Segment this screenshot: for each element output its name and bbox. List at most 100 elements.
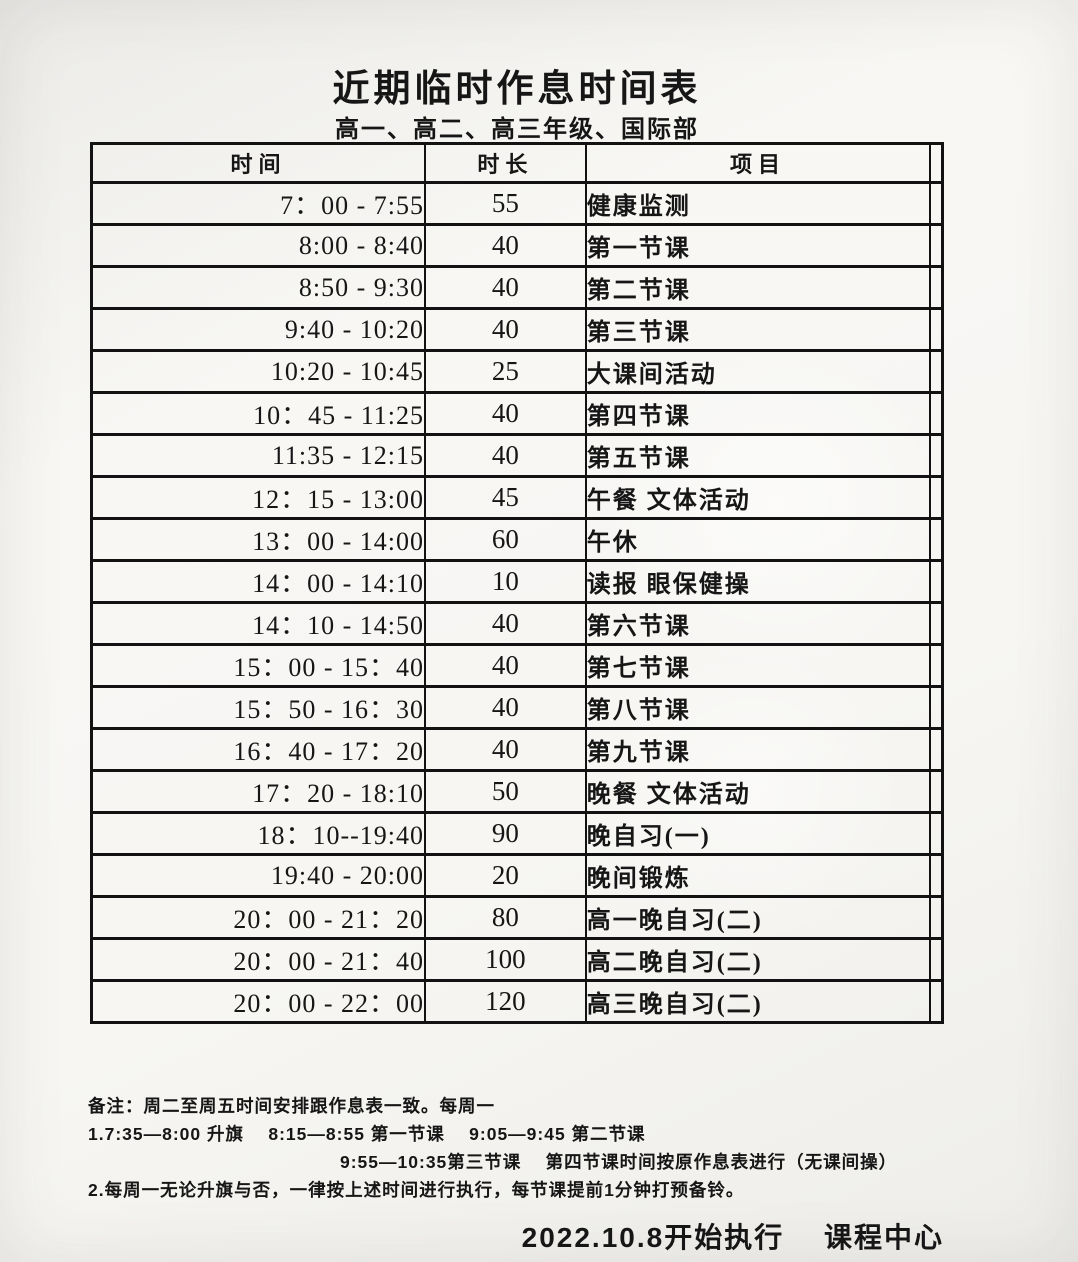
time-cell: 11:35 - 12:15: [90, 433, 427, 478]
column-header-item: 项目: [584, 142, 932, 184]
table-row: 18：10--19:40 90 晚自习(一): [90, 811, 944, 856]
note-heading: 备注：周二至周五时间安排跟作息表一致。每周一: [88, 1096, 495, 1116]
duration-cell: 40: [424, 223, 587, 268]
column-header-time: 时间: [90, 142, 427, 184]
table-row: 8:00 - 8:40 40 第一节课: [90, 223, 944, 268]
time-cell: 7：00 - 7:55: [90, 181, 427, 226]
edge-spacer-cell: [929, 769, 944, 814]
duration-cell: 40: [424, 727, 587, 772]
table-row: 14：00 - 14:10 10 读报 眼保健操: [90, 559, 944, 604]
edge-spacer-cell: [929, 727, 944, 772]
edge-spacer-cell: [929, 853, 944, 898]
edge-spacer-cell: [929, 181, 944, 226]
time-cell: 19:40 - 20:00: [90, 853, 427, 898]
duration-cell: 100: [424, 937, 587, 982]
table-row: 10：45 - 11:25 40 第四节课: [90, 391, 944, 436]
duration-cell: 45: [424, 475, 587, 520]
item-cell: 高三晚自习(二): [584, 979, 932, 1024]
table-row: 20：00 - 22：00 120 高三晚自习(二): [90, 979, 944, 1024]
time-cell: 12：15 - 13:00: [90, 475, 427, 520]
edge-spacer-cell: [929, 979, 944, 1024]
edge-spacer-cell: [929, 391, 944, 436]
duration-cell: 120: [424, 979, 587, 1024]
page-subtitle: 高一、高二、高三年级、国际部: [335, 116, 699, 143]
edge-spacer-cell: [929, 559, 944, 604]
edge-spacer-cell: [929, 895, 944, 940]
table-row: 8:50 - 9:30 40 第二节课: [90, 265, 944, 310]
table-row: 14：10 - 14:50 40 第六节课: [90, 601, 944, 646]
item-cell: 高二晚自习(二): [584, 937, 932, 982]
duration-cell: 55: [424, 181, 587, 226]
column-header-duration: 时长: [424, 142, 587, 184]
item-cell: 午休: [584, 517, 932, 562]
edge-spacer-cell: [929, 349, 944, 394]
duration-cell: 40: [424, 307, 587, 352]
edge-spacer-cell: [929, 811, 944, 856]
table-row: 16：40 - 17：20 40 第九节课: [90, 727, 944, 772]
edge-spacer-cell: [929, 475, 944, 520]
item-cell: 午餐 文体活动: [584, 475, 932, 520]
table-header-row: 时间 时长 项目: [90, 142, 944, 184]
time-cell: 14：10 - 14:50: [90, 601, 427, 646]
time-cell: 20：00 - 21：20: [90, 895, 427, 940]
table-row: 20：00 - 21：40 100 高二晚自习(二): [90, 937, 944, 982]
table-row: 13：00 - 14:00 60 午休: [90, 517, 944, 562]
edge-spacer-cell: [929, 265, 944, 310]
notes-block: 备注：周二至周五时间安排跟作息表一致。每周一 1.7:35—8:00 升旗 8:…: [88, 1092, 968, 1204]
edge-spacer-column: [929, 142, 944, 184]
footer-line: 2022.10.8开始执行 课程中心: [0, 1216, 944, 1256]
item-cell: 第二节课: [584, 265, 932, 310]
edge-spacer-cell: [929, 643, 944, 688]
edge-spacer-cell: [929, 601, 944, 646]
table-row: 15：00 - 15：40 40 第七节课: [90, 643, 944, 688]
duration-cell: 20: [424, 853, 587, 898]
table-row: 20：00 - 21：20 80 高一晚自习(二): [90, 895, 944, 940]
duration-cell: 40: [424, 391, 587, 436]
duration-cell: 40: [424, 265, 587, 310]
duration-cell: 40: [424, 433, 587, 478]
edge-spacer-cell: [929, 433, 944, 478]
time-cell: 13：00 - 14:00: [90, 517, 427, 562]
table-row: 9:40 - 10:20 40 第三节课: [90, 307, 944, 352]
duration-cell: 40: [424, 643, 587, 688]
duration-cell: 40: [424, 685, 587, 730]
table-row: 17：20 - 18:10 50 晚餐 文体活动: [90, 769, 944, 814]
page-title: 近期临时作息时间表: [332, 68, 702, 109]
table-row: 15：50 - 16：30 40 第八节课: [90, 685, 944, 730]
table-row: 10:20 - 10:45 25 大课间活动: [90, 349, 944, 394]
item-cell: 读报 眼保健操: [584, 559, 932, 604]
item-cell: 晚间锻炼: [584, 853, 932, 898]
item-cell: 第一节课: [584, 223, 932, 268]
effective-date-text: 2022.10.8开始执行 课程中心: [521, 1222, 944, 1253]
item-cell: 晚餐 文体活动: [584, 769, 932, 814]
item-cell: 大课间活动: [584, 349, 932, 394]
time-cell: 17：20 - 18:10: [90, 769, 427, 814]
item-cell: 第七节课: [584, 643, 932, 688]
edge-spacer-cell: [929, 937, 944, 982]
time-cell: 20：00 - 21：40: [90, 937, 427, 982]
time-cell: 20：00 - 22：00: [90, 979, 427, 1024]
item-cell: 第六节课: [584, 601, 932, 646]
time-cell: 15：50 - 16：30: [90, 685, 427, 730]
table-row: 7：00 - 7:55 55 健康监测: [90, 181, 944, 226]
table-row: 12：15 - 13:00 45 午餐 文体活动: [90, 475, 944, 520]
item-cell: 健康监测: [584, 181, 932, 226]
note-item-1-continued: 9:55—10:35第三节课 第四节课时间按原作息表进行（无课间操）: [340, 1152, 898, 1172]
time-cell: 10:20 - 10:45: [90, 349, 427, 394]
edge-spacer-cell: [929, 307, 944, 352]
table-row: 11:35 - 12:15 40 第五节课: [90, 433, 944, 478]
edge-spacer-cell: [929, 685, 944, 730]
edge-spacer-cell: [929, 223, 944, 268]
note-item-1: 1.7:35—8:00 升旗 8:15—8:55 第一节课 9:05—9:45 …: [88, 1124, 646, 1144]
item-cell: 晚自习(一): [584, 811, 932, 856]
item-cell: 第四节课: [584, 391, 932, 436]
table-row: 19:40 - 20:00 20 晚间锻炼: [90, 853, 944, 898]
item-cell: 第五节课: [584, 433, 932, 478]
note-item-2: 2.每周一无论升旗与否，一律按上述时间进行执行，每节课提前1分钟打预备铃。: [88, 1180, 745, 1200]
duration-cell: 25: [424, 349, 587, 394]
schedule-table: 时间 时长 项目 7：00 - 7:55 55 健康监测 8:00 - 8:40 40 第…: [90, 142, 944, 1024]
time-cell: 16：40 - 17：20: [90, 727, 427, 772]
duration-cell: 50: [424, 769, 587, 814]
item-cell: 第八节课: [584, 685, 932, 730]
